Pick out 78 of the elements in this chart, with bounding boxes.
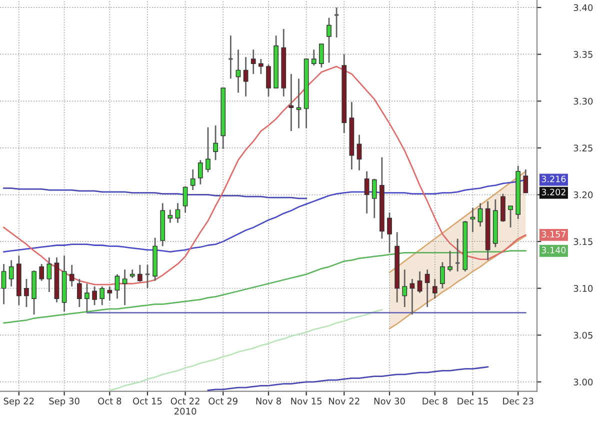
candlestick — [387, 212, 392, 254]
candlestick — [523, 168, 528, 194]
candlestick — [326, 17, 332, 64]
candlestick — [84, 282, 90, 312]
candlestick — [190, 168, 196, 191]
candlestick — [478, 202, 483, 228]
candlestick — [319, 43, 324, 68]
line-series — [207, 366, 489, 392]
candlestick — [46, 256, 52, 293]
y-tick-label: 3.30 — [574, 98, 593, 105]
candlestick — [69, 264, 74, 288]
x-tick-label: Oct 22 2010 — [170, 398, 200, 415]
candlestick — [334, 6, 340, 38]
text: 3.202 — [542, 188, 566, 196]
candlestick — [356, 134, 362, 172]
x-tick-label: Dec 15 — [458, 398, 488, 405]
line-series — [388, 235, 526, 330]
y-tick-label: 3.05 — [574, 332, 592, 339]
x-tick-label: Sep 22 — [4, 398, 34, 406]
candlestick — [236, 48, 241, 94]
y-tick-label: 3.20 — [574, 191, 593, 198]
candlestick — [137, 264, 142, 282]
candlestick — [288, 73, 294, 132]
candlestick — [182, 186, 188, 214]
data-label: 3.216 — [542, 176, 566, 182]
candlestick — [39, 263, 44, 282]
candlestick — [448, 250, 452, 272]
x-tick-label: Dec 23 — [503, 398, 534, 405]
candlestick — [470, 207, 476, 233]
candlestick — [100, 286, 105, 306]
x-tick-label: Oct 8 — [98, 398, 122, 405]
y-tick-label: 3.35 — [574, 51, 592, 58]
x-tick-label: Oct 29 — [208, 398, 238, 405]
candlestick — [175, 202, 180, 224]
candlestick — [258, 58, 264, 75]
candlestick — [198, 159, 203, 186]
candlestick — [122, 268, 128, 306]
candlestick — [266, 64, 271, 98]
data-label: 3.140 — [542, 246, 566, 254]
candlestick — [206, 126, 210, 173]
candlestick — [432, 278, 438, 300]
candlestick — [24, 278, 29, 308]
candlestick — [8, 260, 14, 288]
candlestick — [417, 270, 422, 294]
candlestick — [92, 286, 97, 306]
candlestick — [454, 238, 460, 272]
candlestick — [228, 34, 234, 80]
candlestick — [402, 268, 408, 308]
x-tick-label: Sep 30 — [49, 398, 80, 406]
x-tick-label: Dec 8 — [422, 398, 448, 405]
candlestick — [311, 48, 316, 66]
candlestick — [243, 56, 248, 98]
y-tick-label: 3.15 — [574, 238, 592, 246]
candlestick — [424, 268, 430, 308]
y-tick-label: 3.25 — [574, 144, 592, 152]
line-series — [3, 250, 526, 324]
candlestick — [372, 178, 377, 219]
x-tick-label: Nov 15 — [291, 398, 322, 405]
candlestick — [107, 286, 112, 302]
candlestick — [1, 263, 6, 305]
candlestick — [168, 208, 173, 224]
candlestick — [364, 170, 370, 214]
y-tick-label: 3.40 — [574, 4, 593, 12]
data-label: 3.157 — [542, 230, 566, 238]
candlestick — [250, 48, 256, 75]
x-tick-label: Nov 8 — [256, 398, 281, 405]
candlestick — [440, 261, 445, 290]
candlestick — [114, 274, 120, 300]
y-tick-label: 3.10 — [574, 285, 593, 292]
x-tick-label: Nov 30 — [374, 398, 405, 405]
x-tick-label: Nov 22 — [329, 398, 360, 405]
candlestick — [213, 124, 218, 161]
candlestick — [76, 278, 82, 308]
x-tick-label: Oct 15 — [133, 398, 162, 405]
candlestick — [508, 205, 513, 228]
candlestick — [296, 78, 302, 129]
y-tick-label: 3.00 — [574, 378, 593, 386]
line-series — [108, 309, 383, 392]
